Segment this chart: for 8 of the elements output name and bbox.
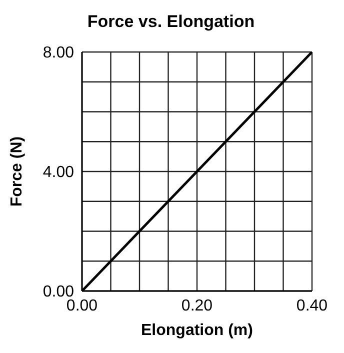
x-tick-label: 0.20: [181, 297, 213, 314]
x-tick-label: 0.00: [66, 297, 98, 314]
y-tick-label: 8.00: [42, 44, 74, 62]
x-tick-label: 0.40: [296, 297, 328, 314]
x-axis-title: Elongation (m): [141, 322, 253, 339]
y-tick-label: 4.00: [42, 164, 74, 182]
chart-title: Force vs. Elongation: [86, 12, 256, 32]
y-axis-title: Force (N): [8, 136, 26, 207]
